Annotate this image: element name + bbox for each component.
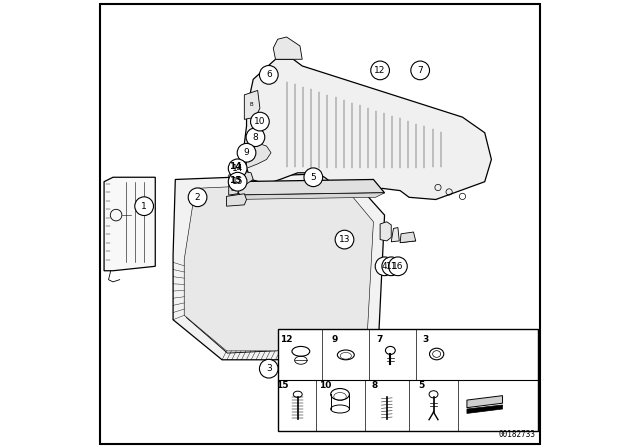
Polygon shape bbox=[244, 90, 260, 119]
Text: 10: 10 bbox=[254, 117, 266, 126]
Circle shape bbox=[335, 230, 354, 249]
Polygon shape bbox=[244, 59, 492, 199]
Polygon shape bbox=[104, 177, 156, 271]
Text: 00182733: 00182733 bbox=[499, 430, 536, 439]
Text: 10: 10 bbox=[319, 381, 331, 390]
Polygon shape bbox=[246, 142, 271, 168]
Text: 5: 5 bbox=[419, 381, 424, 390]
Circle shape bbox=[371, 61, 390, 80]
Polygon shape bbox=[184, 182, 373, 351]
Circle shape bbox=[259, 65, 278, 84]
Polygon shape bbox=[380, 222, 391, 241]
Text: 16: 16 bbox=[392, 262, 404, 271]
Text: 4: 4 bbox=[381, 262, 387, 271]
Polygon shape bbox=[391, 228, 399, 242]
Text: 9: 9 bbox=[244, 148, 250, 157]
Polygon shape bbox=[231, 180, 385, 195]
Text: 12: 12 bbox=[280, 335, 293, 344]
Text: 14: 14 bbox=[232, 164, 243, 173]
Polygon shape bbox=[467, 396, 502, 408]
Text: 12: 12 bbox=[374, 66, 386, 75]
Polygon shape bbox=[231, 193, 385, 199]
Text: 15: 15 bbox=[232, 177, 243, 186]
Text: 7: 7 bbox=[417, 66, 423, 75]
Text: 8: 8 bbox=[372, 381, 378, 390]
Polygon shape bbox=[228, 172, 253, 195]
Circle shape bbox=[237, 143, 256, 162]
Text: 3: 3 bbox=[266, 364, 271, 373]
Text: 14: 14 bbox=[229, 162, 242, 171]
Polygon shape bbox=[467, 405, 502, 414]
Circle shape bbox=[228, 159, 247, 178]
Text: 1: 1 bbox=[141, 202, 147, 211]
Text: 9: 9 bbox=[332, 335, 338, 344]
Text: 15: 15 bbox=[229, 176, 242, 185]
Circle shape bbox=[246, 128, 265, 146]
Circle shape bbox=[259, 359, 278, 378]
Bar bbox=[278, 329, 538, 431]
Text: 8: 8 bbox=[253, 133, 259, 142]
Polygon shape bbox=[400, 232, 416, 243]
Text: 15: 15 bbox=[276, 381, 289, 390]
Polygon shape bbox=[186, 186, 372, 353]
Circle shape bbox=[382, 257, 401, 276]
Polygon shape bbox=[273, 37, 302, 59]
Text: 3: 3 bbox=[422, 335, 429, 344]
Text: 13: 13 bbox=[339, 235, 350, 244]
Text: 5: 5 bbox=[310, 173, 316, 182]
Text: B: B bbox=[249, 102, 253, 107]
Circle shape bbox=[304, 168, 323, 187]
Circle shape bbox=[135, 197, 154, 215]
Circle shape bbox=[411, 61, 429, 80]
Circle shape bbox=[188, 188, 207, 207]
Text: 6: 6 bbox=[266, 70, 271, 79]
Circle shape bbox=[388, 257, 407, 276]
Circle shape bbox=[228, 172, 247, 191]
Polygon shape bbox=[173, 173, 385, 360]
Text: 7: 7 bbox=[376, 335, 382, 344]
Text: 2: 2 bbox=[195, 193, 200, 202]
Polygon shape bbox=[227, 194, 246, 206]
Circle shape bbox=[375, 257, 394, 276]
Text: 11: 11 bbox=[385, 262, 397, 271]
Circle shape bbox=[250, 112, 269, 131]
